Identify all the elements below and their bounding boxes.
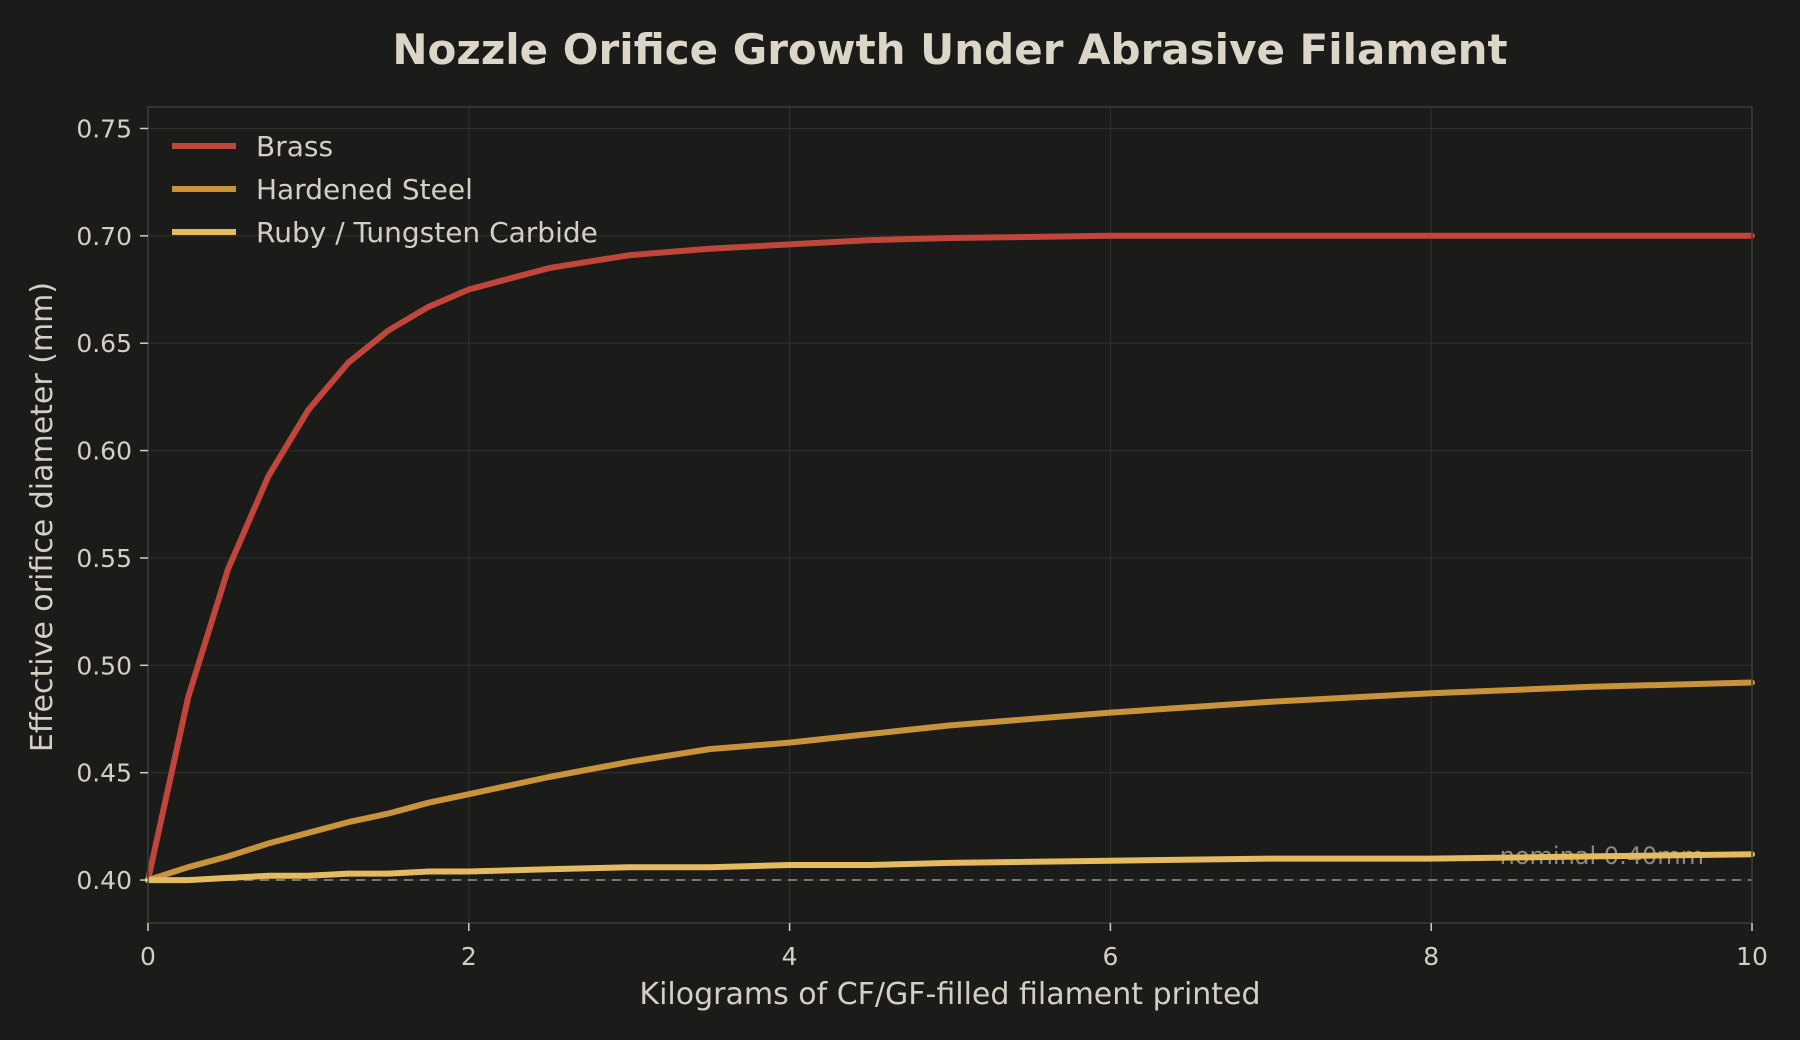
- legend: Brass Hardened Steel Ruby / Tungsten Carbi…: [172, 130, 598, 249]
- legend-label-brass: Brass: [256, 130, 333, 163]
- x-tick-label-1: 2: [461, 942, 477, 971]
- x-axis-ticks: 0 2 4 6 8 10: [140, 923, 1768, 971]
- y-tick-label-2: 0.50: [76, 651, 132, 680]
- y-tick-label-5: 0.65: [76, 329, 132, 358]
- series-line-ruby-tungsten-carbide: [145, 851, 1755, 884]
- x-axis-label: Kilograms of CF/GF-filled filament print…: [639, 977, 1260, 1012]
- series-line-brass: [145, 232, 1755, 884]
- y-tick-label-3: 0.55: [76, 544, 132, 573]
- y-tick-label-7: 0.75: [76, 114, 132, 143]
- y-axis-label: Effective orifice diameter (mm): [25, 282, 60, 752]
- y-tick-label-4: 0.60: [76, 437, 132, 466]
- y-tick-label-6: 0.70: [76, 222, 132, 251]
- legend-label-ruby-tungsten-carbide: Ruby / Tungsten Carbide: [256, 216, 598, 249]
- x-tick-label-4: 8: [1423, 942, 1439, 971]
- x-tick-label-3: 6: [1102, 942, 1118, 971]
- x-tick-label-2: 4: [782, 942, 798, 971]
- legend-label-hardened-steel: Hardened Steel: [256, 173, 473, 206]
- chart-title: Nozzle Orifice Growth Under Abrasive Fil…: [392, 25, 1507, 74]
- x-tick-label-5: 10: [1736, 942, 1768, 971]
- plot-frame: [147, 106, 1753, 924]
- y-tick-label-1: 0.45: [76, 759, 132, 788]
- y-axis-ticks: 0.40 0.45 0.50 0.55 0.60 0.65 0.70 0.75: [76, 114, 148, 895]
- y-tick-label-0: 0.40: [76, 866, 132, 895]
- series-line-hardened-steel: [145, 679, 1755, 884]
- x-tick-label-0: 0: [140, 942, 156, 971]
- series-lines: [145, 232, 1755, 884]
